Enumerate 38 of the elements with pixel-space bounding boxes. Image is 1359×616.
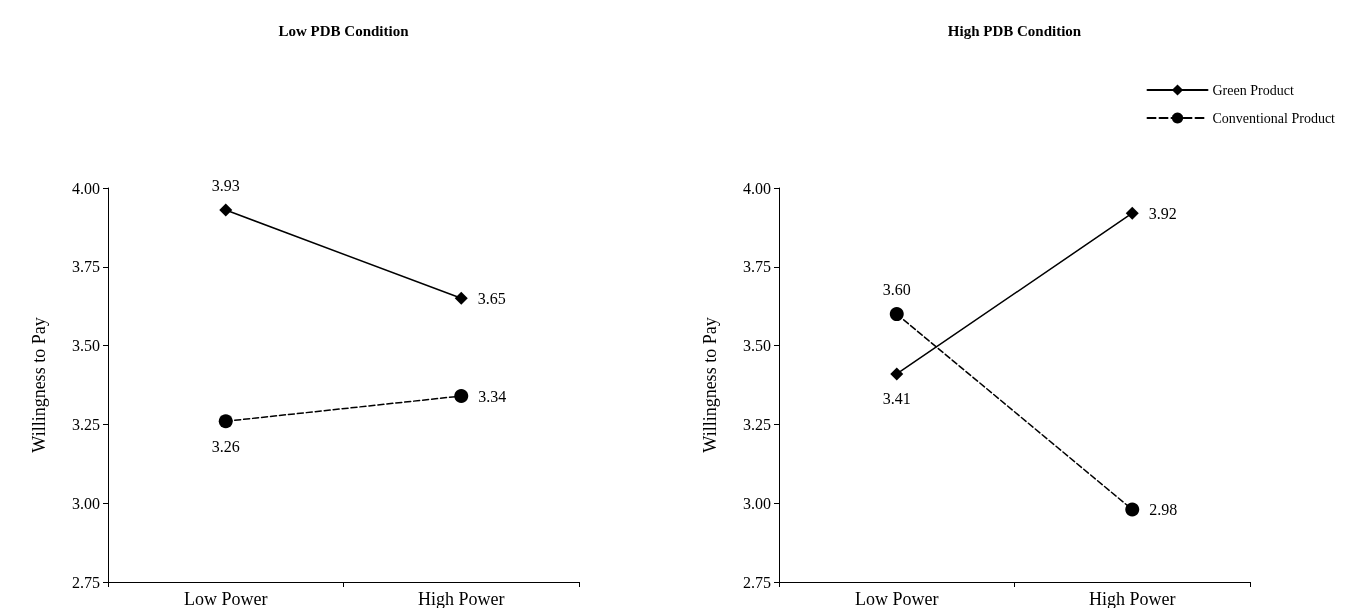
y-tick-label: 2.75 <box>743 573 771 591</box>
chart-title: High PDB Condition <box>947 22 1082 39</box>
y-tick-label: 3.25 <box>72 415 100 433</box>
legend-label: Conventional Product <box>1212 110 1336 126</box>
data-label: 3.41 <box>882 389 911 407</box>
data-label: 3.34 <box>478 387 507 405</box>
y-axis-title: Willingness to Pay <box>700 317 720 453</box>
x-tick-label: Low Power <box>184 589 268 609</box>
data-label: 3.60 <box>882 280 911 298</box>
point <box>890 367 904 381</box>
x-tick-label: Low Power <box>855 589 939 609</box>
data-label: 3.26 <box>211 437 240 455</box>
point <box>454 389 469 404</box>
point <box>219 203 233 217</box>
y-tick-label: 3.75 <box>72 258 100 276</box>
data-label: 3.93 <box>211 177 240 195</box>
y-axis-title: Willingness to Pay <box>29 317 49 453</box>
y-tick-label: 3.25 <box>743 415 771 433</box>
y-tick-label: 4.00 <box>743 179 771 197</box>
point <box>218 414 233 429</box>
point <box>1125 502 1140 517</box>
data-label: 3.92 <box>1148 204 1177 222</box>
y-tick-label: 4.00 <box>72 179 100 197</box>
y-tick-label: 3.50 <box>72 337 100 355</box>
y-tick-label: 3.00 <box>72 494 100 512</box>
legend-label: Green Product <box>1212 82 1294 98</box>
y-tick-label: 3.00 <box>743 494 771 512</box>
y-tick-label: 2.75 <box>72 573 100 591</box>
y-tick-label: 3.50 <box>743 337 771 355</box>
x-tick-label: High Power <box>418 589 505 609</box>
x-tick-label: High Power <box>1089 589 1176 609</box>
data-label: 3.65 <box>477 289 506 307</box>
point <box>889 307 904 322</box>
chart-title: Low PDB Condition <box>278 22 410 39</box>
point <box>1125 206 1139 220</box>
y-tick-label: 3.75 <box>743 258 771 276</box>
data-label: 2.98 <box>1149 501 1178 518</box>
point <box>454 291 468 305</box>
